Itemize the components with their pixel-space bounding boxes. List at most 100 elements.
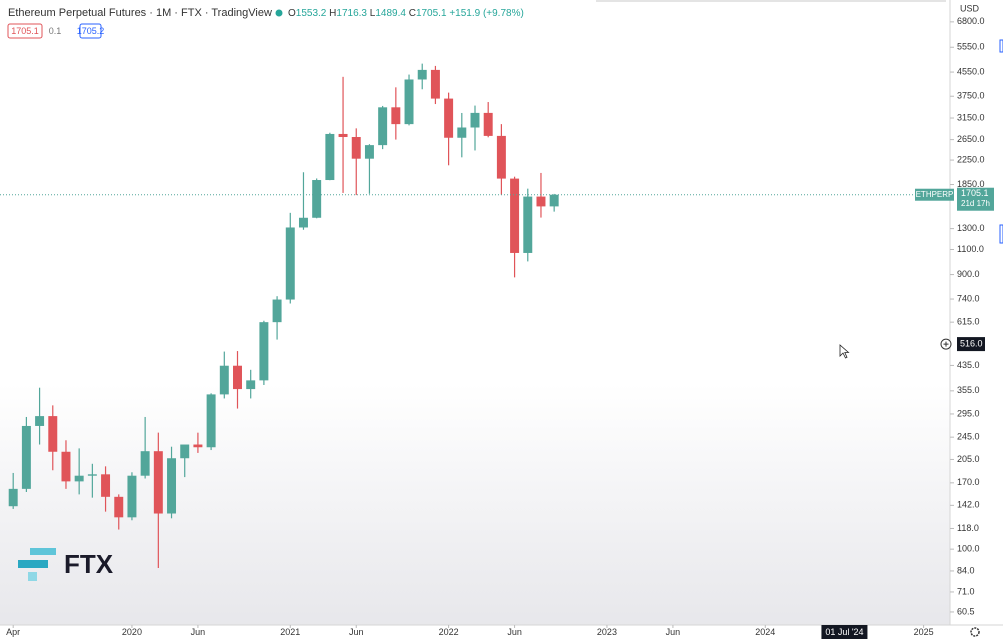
candle (404, 74, 414, 126)
sell-button[interactable] (7, 23, 43, 39)
y-tick-label: 4550.0 (957, 66, 985, 76)
body (404, 79, 414, 125)
crosshair-date: 01 Jul '24 (825, 627, 863, 637)
body (312, 180, 322, 218)
body (180, 444, 190, 459)
x-tick-label: Jun (666, 627, 681, 637)
candle (523, 188, 533, 262)
ohlc-prefix: L (370, 8, 376, 19)
candle (35, 387, 45, 445)
ohlc-prefix: H (329, 8, 336, 19)
body (74, 475, 84, 482)
countdown: 21d 17h (961, 199, 990, 208)
candle (206, 393, 216, 451)
body (470, 112, 480, 128)
y-tick-label: 435.0 (957, 360, 980, 370)
candle (87, 463, 97, 498)
candle (167, 446, 177, 519)
candle (285, 212, 295, 304)
y-tick-label: 6800.0 (957, 16, 985, 26)
price-label-bg (957, 187, 994, 211)
body (457, 127, 467, 138)
x-tick-label: Jun (507, 627, 522, 637)
body (338, 133, 348, 138)
body (430, 69, 440, 99)
change: +151.9 (+9.78%) (449, 8, 524, 19)
x-tick-label: 2022 (439, 627, 459, 637)
y-tick-label: 118.0 (957, 523, 979, 533)
logo-bar (28, 572, 37, 581)
y-tick-label: 60.5 (957, 606, 975, 616)
candle (21, 416, 31, 492)
candle (298, 172, 308, 230)
symbol-label: ETHPERP (916, 190, 954, 199)
ohlc-value: 1716.3 (336, 8, 367, 19)
x-tick-label: 2025 (914, 627, 934, 637)
currency[interactable]: USD (960, 3, 980, 13)
body (364, 145, 374, 159)
candle (536, 172, 546, 218)
y-tick-label: 84.0 (957, 565, 975, 575)
body (523, 196, 533, 253)
candle (101, 466, 111, 512)
x-tick-label: Jun (191, 627, 206, 637)
candle (351, 128, 361, 196)
body (483, 112, 493, 136)
x-tick-label: 2023 (597, 627, 617, 637)
candle (259, 320, 269, 385)
buy-button[interactable] (79, 23, 102, 39)
y-tick-label: 3150.0 (957, 112, 985, 122)
candle (470, 105, 480, 151)
price-label: 1705.1 (961, 188, 989, 198)
candle (219, 351, 229, 399)
candle (233, 351, 242, 409)
y-tick-label: 245.0 (957, 432, 980, 442)
ohlc-prefix: C (409, 8, 416, 19)
body (127, 475, 137, 518)
y-tick-label: 355.0 (957, 385, 980, 395)
body (140, 451, 150, 476)
mouse-cursor (839, 344, 850, 359)
x-tick-label: 2024 (755, 627, 775, 637)
candle (496, 124, 506, 195)
y-tick-label: 2250.0 (957, 154, 985, 164)
y-tick-label: 142.0 (957, 500, 980, 510)
sell-price[interactable]: 1705.1 (11, 26, 39, 36)
candle (48, 405, 58, 471)
ohlc-legend: O1553.2 H1716.3 L1489.4 C1705.1 +151.9 (… (288, 8, 524, 19)
price-axis-bg (950, 0, 1003, 639)
body (61, 451, 71, 482)
body (536, 196, 546, 207)
body (510, 178, 520, 253)
candle (417, 63, 427, 90)
time-axis-bg (0, 625, 1003, 639)
y-tick-label: 1300.0 (957, 223, 985, 233)
y-tick-label: 5550.0 (957, 42, 985, 52)
x-tick-label: Apr (6, 627, 20, 637)
body (351, 137, 361, 159)
symbol-label-bg (915, 188, 954, 201)
body (101, 474, 111, 497)
body (391, 107, 401, 125)
body (246, 380, 256, 390)
candle (325, 132, 335, 181)
body (233, 365, 242, 390)
body (21, 425, 31, 489)
settings-button[interactable] (970, 627, 980, 637)
plus-icon (943, 341, 949, 347)
y-tick-label: 295.0 (957, 408, 980, 418)
crosshair-date-bg (821, 625, 868, 639)
candle (74, 448, 84, 495)
watermark-text: FTX (64, 549, 114, 579)
crosshair-price-bg (957, 337, 985, 352)
candle (391, 87, 401, 140)
buy-price[interactable]: 1705.2 (77, 26, 105, 36)
candle (444, 92, 454, 166)
body (167, 458, 177, 514)
y-tick-label: 71.0 (957, 586, 975, 596)
logo-bar (30, 548, 56, 555)
ohlc-value: 1489.4 (375, 8, 406, 19)
body (114, 496, 124, 518)
